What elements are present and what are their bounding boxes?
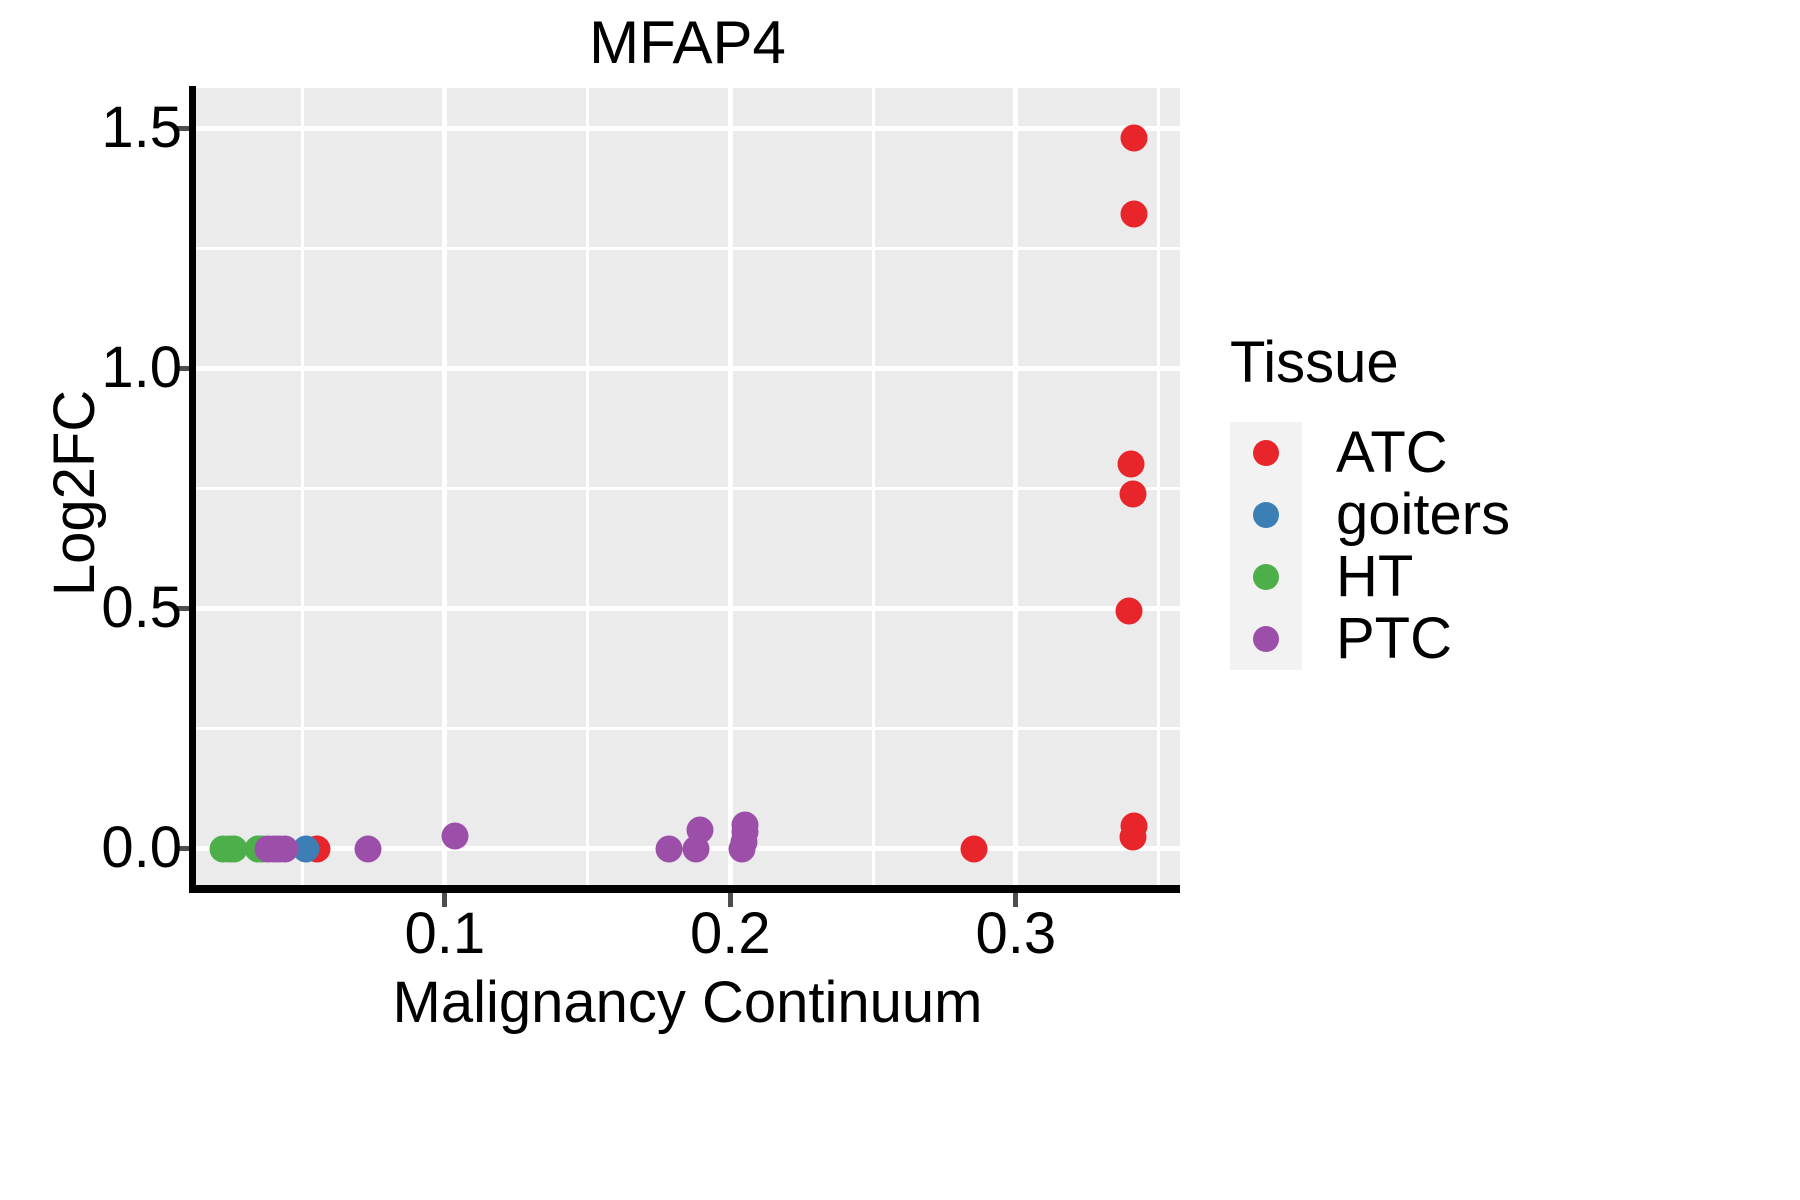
x-axis-title: Malignancy Continuum	[392, 970, 983, 1035]
legend-item-label: goiters	[1336, 482, 1511, 547]
legend: Tissue ATC goiters HT PTC	[1230, 330, 1750, 670]
gridline-major-vertical	[442, 88, 448, 885]
x-axis-tick-label: 0.2	[689, 901, 771, 966]
data-point-atc	[1117, 450, 1145, 478]
y-axis-tick-mark	[177, 846, 189, 852]
data-point-ptc	[655, 835, 683, 863]
x-axis-tick-mark	[1013, 893, 1019, 907]
legend-key-swatch	[1230, 546, 1302, 608]
gridline-major-vertical	[1013, 88, 1019, 885]
legend-item-atc[interactable]: ATC	[1230, 422, 1750, 484]
gridline-minor-vertical	[871, 88, 875, 885]
data-point-ht	[220, 835, 248, 863]
legend-item-goiters[interactable]: goiters	[1230, 484, 1750, 546]
x-axis-line	[189, 885, 1180, 893]
legend-dot-icon	[1253, 502, 1279, 528]
gridline-major-vertical	[727, 88, 733, 885]
gridline-minor-vertical	[1157, 88, 1161, 885]
legend-item-label: ATC	[1336, 420, 1448, 485]
y-axis-tick-label: 0.5	[101, 574, 182, 640]
x-axis-tick-mark	[727, 893, 733, 907]
plot-panel	[195, 88, 1180, 885]
gridline-major-horizontal	[195, 606, 1180, 612]
legend-item-label: HT	[1336, 544, 1414, 609]
data-point-atc	[1115, 597, 1143, 625]
data-point-ptc	[441, 822, 469, 850]
data-point-ptc	[686, 816, 714, 844]
y-axis-tick-mark	[177, 366, 189, 372]
data-point-atc	[1119, 480, 1147, 508]
legend-key-swatch	[1230, 608, 1302, 670]
x-axis-tick-label: 0.1	[404, 901, 486, 966]
data-point-atc	[1119, 823, 1147, 850]
y-axis-tick-label: 1.5	[101, 94, 182, 160]
y-axis-tick-label: 0.0	[101, 814, 182, 880]
legend-dot-icon	[1253, 440, 1279, 466]
chart-title: MFAP4	[589, 9, 786, 76]
y-axis-line	[189, 86, 196, 887]
gridline-major-horizontal	[195, 366, 1180, 372]
gridline-minor-horizontal	[195, 247, 1180, 251]
data-point-ptc	[271, 835, 299, 863]
gridline-minor-vertical	[300, 88, 304, 885]
legend-items: ATC goiters HT PTC	[1230, 422, 1750, 670]
gridline-minor-vertical	[586, 88, 590, 885]
data-point-ptc	[731, 811, 759, 839]
y-axis-tick-mark	[177, 606, 189, 612]
legend-title: Tissue	[1230, 330, 1399, 395]
x-axis-tick-mark	[442, 893, 448, 907]
x-axis-tick-label: 0.3	[975, 901, 1057, 966]
gridline-minor-horizontal	[195, 727, 1180, 731]
legend-item-ht[interactable]: HT	[1230, 546, 1750, 608]
data-point-atc	[1120, 124, 1148, 152]
legend-key-swatch	[1230, 484, 1302, 546]
legend-dot-icon	[1253, 564, 1279, 590]
data-point-atc	[1120, 200, 1148, 228]
legend-item-ptc[interactable]: PTC	[1230, 608, 1750, 670]
data-point-atc	[960, 835, 988, 863]
gridline-major-horizontal	[195, 126, 1180, 132]
legend-item-label: PTC	[1336, 606, 1452, 671]
y-axis-tick-mark	[177, 126, 189, 132]
legend-dot-icon	[1253, 626, 1279, 652]
gridline-minor-horizontal	[195, 487, 1180, 491]
y-axis-title: Log2FC	[42, 389, 107, 597]
y-axis-tick-label: 1.0	[101, 334, 182, 400]
legend-key-swatch	[1230, 422, 1302, 484]
data-point-ptc	[354, 835, 382, 863]
